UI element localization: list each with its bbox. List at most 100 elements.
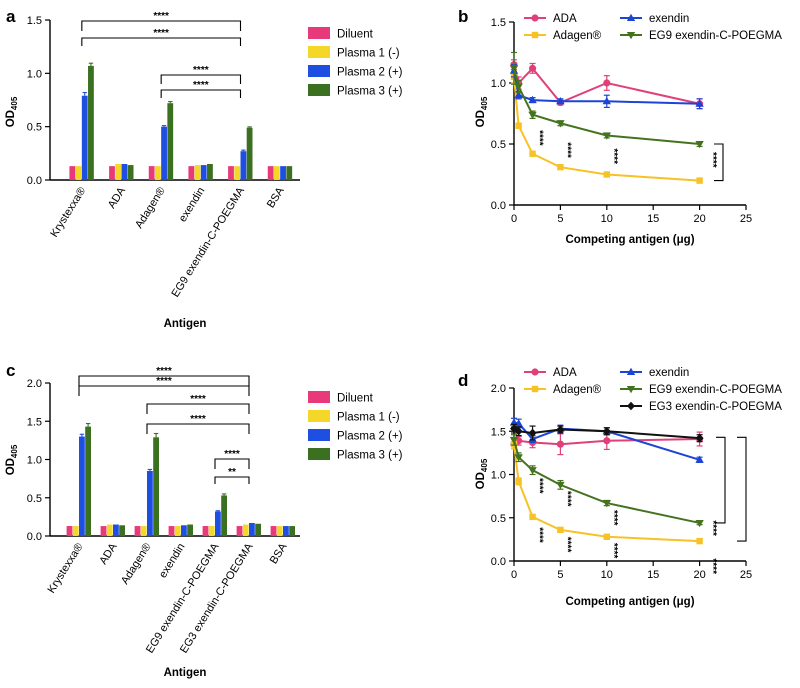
panel-a-bar [148,166,155,180]
panel-c-bar [153,437,159,536]
panel-b-data-point [557,163,564,171]
panel-c-bar [140,526,147,536]
panel-a-ytick-label: 0.0 [27,175,42,187]
panel-d-ylabel: OD405 [475,458,489,489]
panel-b-data-point [695,141,704,149]
panel-b-ytick-label: 1.5 [491,17,506,29]
panel-d-series-line [513,444,700,543]
panel-c-significance-bracket [146,423,250,434]
panel-a-legend-swatch [308,84,330,96]
panel-b-legend-marker [531,14,539,22]
panel-d-legend-label: ADA [553,367,577,379]
panel-b-significance-label: **** [707,152,718,168]
panel-d-legend-label: EG9 exendin-C-POEGMA [649,384,782,396]
panel-a-significance-label: **** [193,65,209,76]
panel-a-legend-swatch [308,27,330,39]
panel-d-data-point [695,433,704,443]
panel-c-category-label: exendin [157,541,188,580]
panel-c-bar [236,526,243,536]
panel-a-bar [280,166,286,180]
panel-a-legend-label: Plasma 1 (-) [337,48,400,60]
panel-a-ytick-label: 0.5 [27,122,42,134]
panel-c-bar [113,524,119,536]
panel-d-significance-label: **** [707,558,718,574]
panel-c-bar [66,526,73,536]
panel-b-data-point [556,97,565,105]
panel-b-legend-marker [531,31,539,39]
panel-a-bar [267,166,274,180]
panel-a-xlabel: Antigen [164,318,207,330]
panel-c-bar [72,526,79,536]
panel-c-legend-label: Plasma 1 (-) [337,412,400,424]
panel-c-category-label: ADA [97,541,120,567]
panel-d-significance-label: **** [608,510,619,526]
panel-a-significance-label: **** [193,80,209,91]
panel-c-bar [106,524,113,536]
panel-b-data-point [528,111,537,120]
panel-c-bar [79,436,85,536]
panel-a-legend-swatch [308,65,330,77]
panel-b-ytick-label: 0.0 [491,200,506,212]
panel-d-data-point [509,436,519,445]
panel-c-bar [276,526,283,536]
panel-b-legend-marker [626,13,636,21]
panel-b-data-point [515,122,522,129]
panel-a-ytick-label: 1.0 [27,68,42,80]
panel-b-data-point [556,120,565,128]
panel-a-bar [161,126,167,180]
panel-c-bar [119,525,125,536]
panel-b-data-point [603,171,610,178]
panel-d-significance-label: **** [561,491,572,507]
panel-a-bar [246,127,253,180]
panel-d-data-point [529,513,536,521]
panel-d-data-point [528,467,537,475]
panel-a-bar [240,151,247,180]
panel-b-data-point [602,132,611,140]
panel-c-significance-label: **** [156,366,172,377]
panel-a-category-label: Krystexxa® [48,185,88,239]
panel-a-bar [127,165,134,180]
panel-a-legend-label: Diluent [337,29,374,41]
panel-c-bar [202,526,209,536]
panel-a-bar [69,166,76,180]
panel-c-bar [270,526,277,536]
panel-d-data-point [528,428,537,438]
panel-a-significance-bracket [81,37,242,46]
panel-d-data-point [514,454,523,462]
panel-a-legend-label: Plasma 2 (+) [337,67,403,79]
panel-b-xtick-label: 15 [647,213,659,225]
panel-d-ytick-label: 2.0 [491,383,506,395]
panel-d-significance-bracket [716,436,726,524]
panel-d-data-point [556,481,565,490]
panel-a-category-label: EG9 exendin-C-POEGMA [169,185,247,300]
panel-b-data-point [514,83,523,91]
panel-d-legend-label: Adagen® [553,384,602,396]
panel-a-bar [273,166,280,180]
panel-a-bar [75,166,82,180]
panel-d-legend-marker [531,385,539,393]
panel-c-category-label: Krystexxa® [45,541,85,595]
panel-c-bar [215,511,221,536]
panel-d-legend-marker [626,386,636,394]
panel-c-bar [289,526,295,536]
panel-b-legend-marker [626,32,636,40]
panel-a-bar [154,166,161,180]
panel-c-ytick-label: 1.0 [27,455,42,467]
panel-d-significance-label: **** [534,527,545,543]
panel-b-xtick-label: 20 [693,213,705,225]
panel-a-bar [188,166,195,180]
panel-d-ytick-label: 0.5 [491,513,506,525]
panel-d-legend-label: EG3 exendin-C-POEGMA [649,401,782,413]
panel-letter-a: a [6,7,16,26]
panel-a-category-label: exendin [177,185,208,224]
panel-b-legend-label: EG9 exendin-C-POEGMA [649,30,782,42]
panel-b-ylabel: OD405 [475,96,489,127]
panel-d-legend-marker [531,368,539,376]
panel-c-ylabel: OD405 [5,444,19,475]
panel-c-bar [221,495,227,536]
panel-c-category-label: BSA [268,541,290,567]
panel-c-bar [208,526,215,536]
panel-d-data-point [603,533,610,540]
panel-c-legend-swatch [308,391,330,403]
